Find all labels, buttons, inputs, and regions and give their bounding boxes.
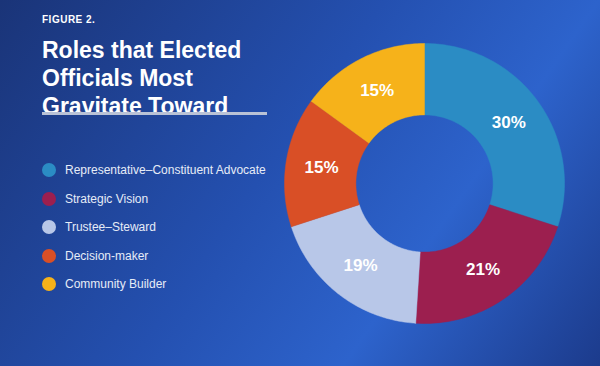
html-text:Decision-maker: Decision-maker (65, 248, 149, 263)
svg-text:21%: 21% (466, 260, 500, 279)
html-text:Strategic Vision: Strategic Vision (65, 191, 149, 206)
svg-text:30%: 30% (492, 113, 526, 132)
html-text:FIGURE 2.: FIGURE 2. (42, 14, 96, 25)
html-text:Roles that Elected Officials M: Roles that Elected Officials Most Gravit… (42, 37, 242, 119)
html-text:Community Builder: Community Builder (65, 277, 167, 292)
html-text:Representative–Constituent Adv: Representative–Constituent Advocate (65, 163, 266, 178)
svg-text:15%: 15% (360, 81, 394, 100)
svg-text:19%: 19% (344, 256, 378, 275)
svg-text:15%: 15% (304, 158, 338, 177)
html-text:Trustee–Steward: Trustee–Steward (65, 220, 156, 235)
